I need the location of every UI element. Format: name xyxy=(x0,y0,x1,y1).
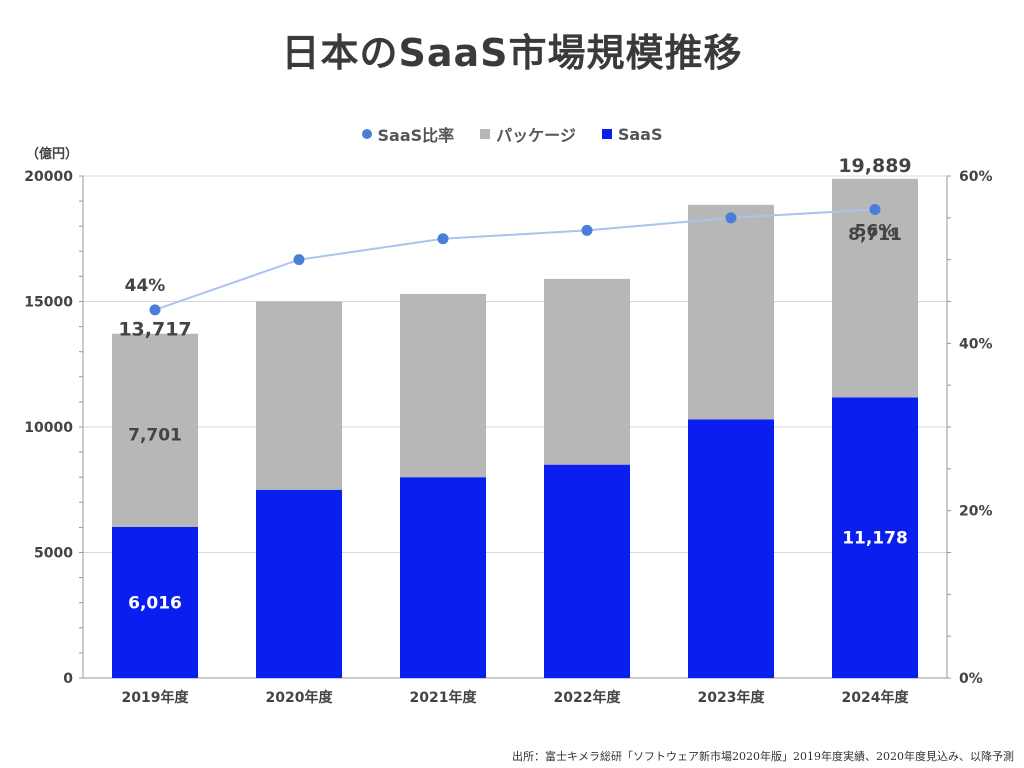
bar-saas xyxy=(256,489,342,678)
x-tick-label: 2023年度 xyxy=(698,689,766,706)
legend-swatch-saas xyxy=(601,129,612,139)
y-tick-label: 10000 xyxy=(24,420,73,436)
x-tick-label: 2024年度 xyxy=(842,689,910,706)
y2-tick-label: 0% xyxy=(959,671,983,687)
ratio-point xyxy=(581,224,593,236)
y2-tick-label: 40% xyxy=(959,336,993,352)
legend-swatch-ratio xyxy=(361,129,372,139)
bar-package xyxy=(688,204,774,420)
y-tick-label: 20000 xyxy=(24,169,73,185)
bar-saas xyxy=(544,464,630,678)
bar-saas xyxy=(400,477,486,678)
data-label-total: 13,717 xyxy=(118,319,191,341)
legend-label-ratio: SaaS比率 xyxy=(377,126,455,145)
bar-package xyxy=(832,178,918,398)
ratio-point xyxy=(293,254,305,266)
bar-saas xyxy=(112,526,198,678)
bar-package xyxy=(256,301,342,490)
bar-saas xyxy=(688,419,774,678)
legend-swatch-package xyxy=(480,129,491,139)
data-label-package: 7,701 xyxy=(128,425,182,445)
bar-saas xyxy=(832,397,918,678)
source-note: 出所：富士キメラ総研「ソフトウェア新市場2020年版」2019年度実績、2020… xyxy=(512,750,1014,763)
x-tick-label: 2019年度 xyxy=(122,689,190,706)
ratio-point xyxy=(869,203,881,215)
ratio-point xyxy=(725,212,737,224)
ratio-point xyxy=(437,233,449,245)
y2-tick-label: 60% xyxy=(959,169,993,185)
legend-item-package: パッケージ xyxy=(480,122,576,146)
bar-package xyxy=(544,278,630,465)
x-tick-label: 2022年度 xyxy=(554,689,622,706)
y-tick-label: 15000 xyxy=(24,295,73,311)
ratio-point xyxy=(149,304,161,316)
data-label-saas: 6,016 xyxy=(128,593,182,613)
chart-title: 日本のSaaS市場規模推移 xyxy=(281,31,743,75)
data-label-package: 8,711 xyxy=(848,225,902,245)
y-tick-label: 5000 xyxy=(34,546,73,562)
x-tick-label: 2020年度 xyxy=(266,689,334,706)
y-axis-unit-label: （億円） xyxy=(26,147,79,162)
data-label-ratio: 44% xyxy=(125,276,166,296)
legend-label-saas: SaaS xyxy=(617,124,663,144)
y2-tick-label: 20% xyxy=(959,504,993,520)
data-label-saas: 11,178 xyxy=(842,529,908,549)
data-label-ratio: 56% xyxy=(855,221,896,241)
bar-package xyxy=(400,293,486,478)
legend: SaaS比率 パッケージ SaaS xyxy=(0,122,1024,146)
x-tick-label: 2021年度 xyxy=(410,689,478,706)
legend-item-ratio: SaaS比率 xyxy=(361,122,455,146)
y-tick-label: 0 xyxy=(63,671,73,687)
bar-package xyxy=(112,333,198,527)
legend-item-saas: SaaS xyxy=(601,122,663,146)
legend-label-package: パッケージ xyxy=(496,126,576,145)
data-label-total: 19,889 xyxy=(838,155,911,177)
ratio-line xyxy=(154,208,876,311)
